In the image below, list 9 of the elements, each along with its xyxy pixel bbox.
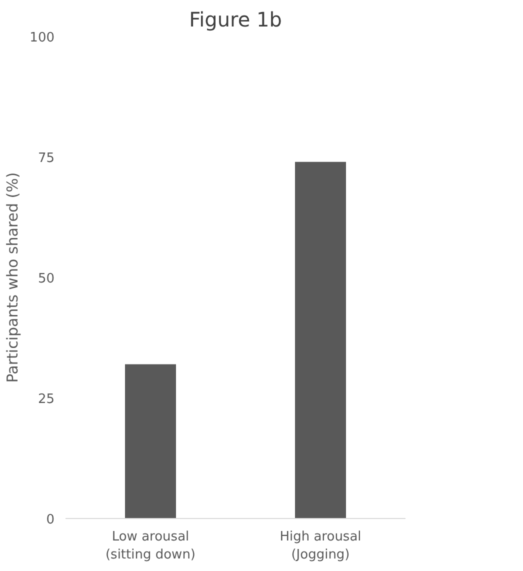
y-tick-label: 25 [38, 392, 55, 407]
x-tick-label: Low arousal (sitting down) [105, 530, 196, 562]
y-tick-label: 0 [46, 512, 55, 528]
y-axis-title: Participants who shared (%) [4, 172, 22, 383]
y-tick-label: 100 [30, 30, 55, 46]
y-tick-label: 50 [38, 272, 55, 286]
x-tick-label: High arousal (Jogging) [280, 530, 362, 562]
y-tick-label: 75 [38, 151, 55, 166]
chart-title: Figure 1b [189, 8, 282, 32]
